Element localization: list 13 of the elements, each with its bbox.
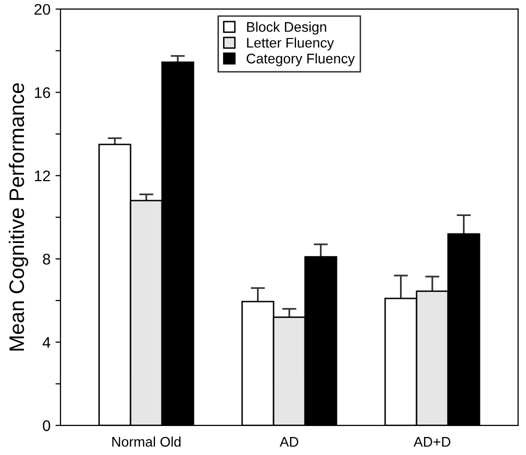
- y-tick-label: 20: [34, 4, 50, 15]
- y-axis-title: Mean Cognitive Performance: [8, 83, 28, 350]
- legend-label: Category Fluency: [246, 53, 355, 66]
- x-tick-label: AD: [280, 437, 298, 447]
- x-tick-label: AD+D: [414, 437, 450, 447]
- y-tick-label: 16: [34, 87, 50, 98]
- y-tick-label: 4: [42, 337, 50, 348]
- x-tick-label: Normal Old: [112, 436, 181, 447]
- y-tick-label: 0: [42, 420, 50, 432]
- legend-label: Letter Fluency: [247, 37, 334, 50]
- y-tick-label: 12: [34, 170, 50, 182]
- y-tick-label: 8: [42, 254, 50, 265]
- legend-label: Block Design: [247, 22, 326, 35]
